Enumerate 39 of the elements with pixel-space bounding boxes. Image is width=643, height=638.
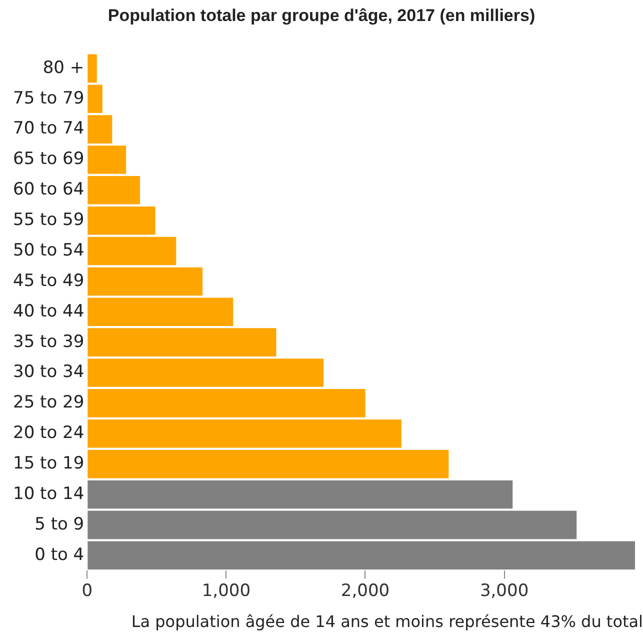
bar (88, 54, 97, 83)
y-tick-label: 55 to 59 (12, 210, 84, 230)
bar (88, 389, 366, 418)
bar (88, 298, 234, 326)
y-tick-label: 80 + (42, 58, 84, 78)
text: La population âgée de 14 ans et moins représente 43% du total (130, 612, 643, 631)
bar (88, 480, 513, 509)
y-tick-label: 50 to 54 (12, 240, 84, 260)
bar (88, 146, 126, 174)
bar (88, 419, 402, 448)
y-tick-label: 45 to 49 (12, 270, 84, 291)
bar (88, 450, 449, 478)
y-tick-label: 15 to 19 (12, 454, 84, 474)
bar (88, 267, 203, 296)
x-tick-label: 3,000 (480, 581, 529, 602)
y-tick-label: 20 to 24 (12, 423, 84, 444)
y-tick-label: 35 to 39 (12, 332, 84, 352)
y-tick-label: 70 to 74 (12, 118, 84, 139)
bar (88, 358, 324, 387)
bar (88, 84, 102, 114)
y-tick-label: 10 to 14 (12, 484, 84, 504)
x-tick-label: 2,000 (340, 581, 390, 602)
bar (88, 176, 140, 204)
y-tick-label: 65 to 69 (12, 149, 84, 170)
y-tick-label: 30 to 34 (12, 362, 84, 382)
y-tick-label: 60 to 64 (12, 180, 84, 200)
y-tick-label: 0 to 4 (34, 544, 84, 565)
bar (88, 236, 176, 266)
bar (88, 510, 577, 540)
bar (88, 115, 112, 144)
bar (88, 206, 156, 235)
y-tick-label: 40 to 44 (12, 301, 84, 322)
y-tick-label: 5 to 9 (34, 514, 84, 534)
x-tick-label: 0 (82, 581, 93, 602)
x-tick-label: 1,000 (202, 581, 251, 602)
y-tick-label: 75 to 79 (12, 88, 84, 108)
bar (88, 328, 276, 356)
chart-title: Population totale par groupe d'âge, 2017 (en milliers) (106, 6, 536, 26)
y-tick-label: 25 to 29 (12, 392, 84, 413)
